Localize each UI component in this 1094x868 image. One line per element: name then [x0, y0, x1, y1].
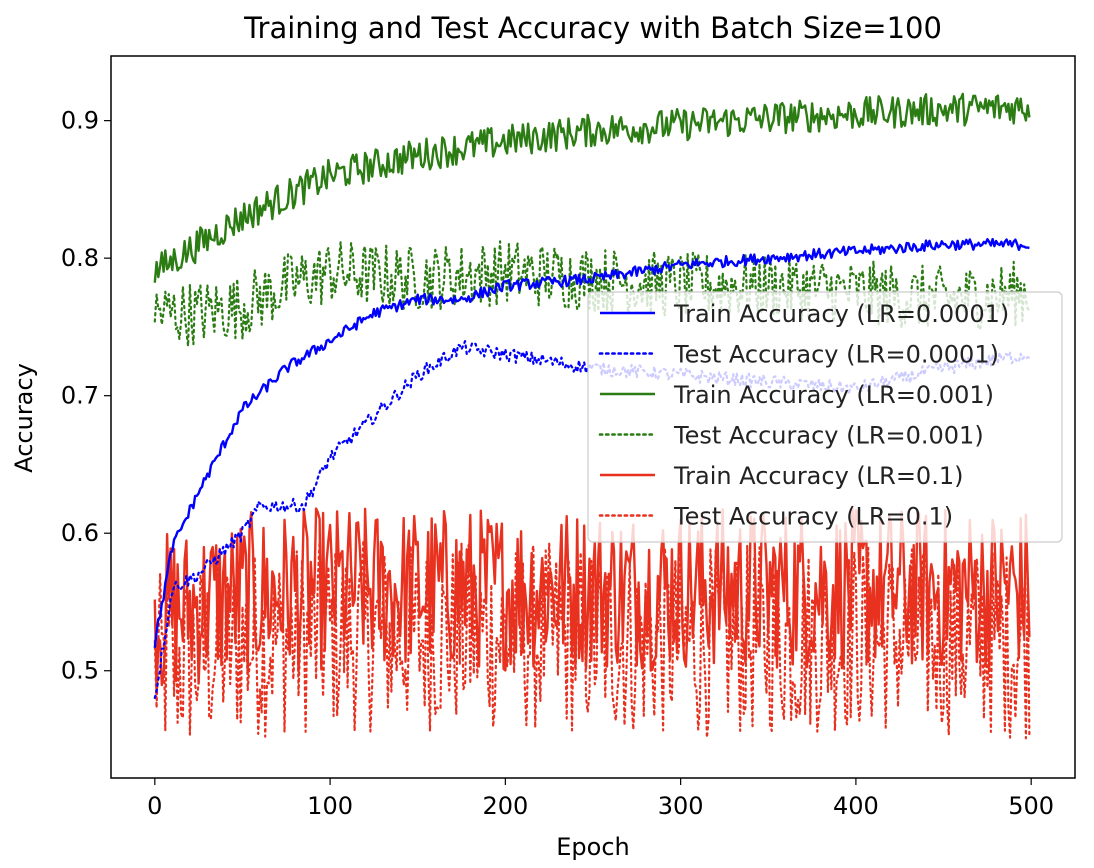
legend-label: Test Accuracy (LR=0.0001)	[673, 341, 999, 369]
x-tick-label: 0	[147, 792, 162, 820]
x-tick-label: 500	[1008, 792, 1054, 820]
x-axis-label: Epoch	[556, 833, 630, 861]
y-axis: 0.5 0.6 0.7 0.8 0.9	[61, 107, 111, 685]
x-tick-label: 200	[482, 792, 528, 820]
series-line-3	[153, 92, 1031, 283]
series-line-1	[153, 237, 1030, 648]
plot-area	[110, 55, 1076, 779]
x-tick-label: 300	[658, 792, 704, 820]
x-tick-label: 100	[307, 792, 353, 820]
legend-label: Train Accuracy (LR=0.001)	[673, 381, 994, 409]
y-tick-label: 0.8	[61, 244, 99, 272]
legend-label: Test Accuracy (LR=0.001)	[673, 422, 984, 450]
legend-label: Test Accuracy (LR=0.1)	[673, 503, 953, 531]
y-axis-label: Accuracy	[10, 363, 38, 473]
chart-title: Training and Test Accuracy with Batch Si…	[243, 11, 942, 45]
legend-label: Train Accuracy (LR=0.0001)	[673, 300, 1009, 328]
y-tick-label: 0.7	[61, 382, 99, 410]
x-axis: 0 100 200 300 400 500	[147, 778, 1054, 820]
legend-box	[587, 291, 1063, 543]
legend: Train Accuracy (LR=0.0001) Test Accuracy …	[587, 291, 1063, 543]
y-tick-label: 0.9	[61, 107, 99, 135]
x-tick-label: 400	[833, 792, 879, 820]
series-line-5	[153, 505, 1031, 695]
y-tick-label: 0.5	[61, 657, 99, 685]
legend-label: Train Accuracy (LR=0.1)	[673, 462, 963, 490]
y-tick-label: 0.6	[61, 519, 99, 547]
